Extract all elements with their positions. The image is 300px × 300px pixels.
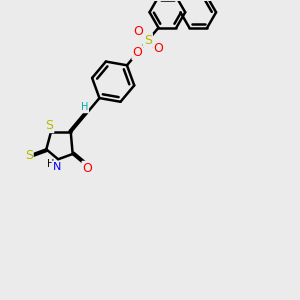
Text: S: S: [25, 149, 33, 162]
Text: S: S: [45, 119, 53, 132]
Text: O: O: [133, 46, 142, 59]
Text: H: H: [81, 103, 88, 112]
Text: O: O: [153, 42, 163, 55]
Text: O: O: [82, 162, 92, 175]
Text: S: S: [144, 34, 152, 47]
Text: O: O: [133, 25, 142, 38]
Text: H: H: [47, 159, 54, 169]
Text: N: N: [52, 162, 61, 172]
